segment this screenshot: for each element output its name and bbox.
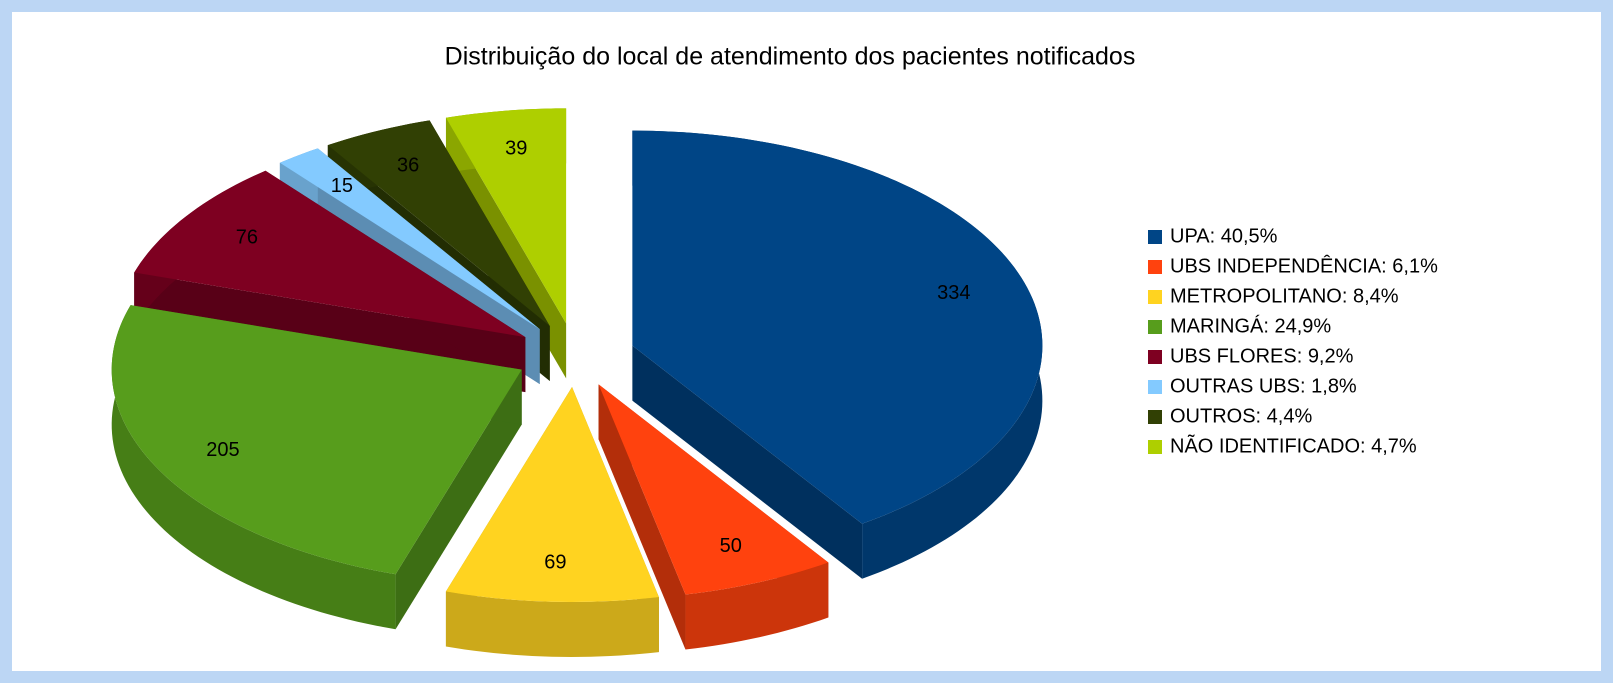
data-label: 69 bbox=[544, 551, 566, 573]
slice bbox=[632, 130, 1043, 524]
data-label: 76 bbox=[236, 227, 258, 249]
slice bbox=[445, 386, 659, 602]
chart-title: Distribuição do local de atendimento dos… bbox=[445, 43, 1136, 71]
slice bbox=[134, 170, 526, 338]
slice bbox=[111, 305, 522, 575]
slice bbox=[598, 384, 829, 595]
data-label: 205 bbox=[206, 439, 239, 461]
data-label: 39 bbox=[505, 137, 527, 159]
legend-label: UBS FLORES: 9,2% bbox=[1170, 345, 1354, 367]
slice bbox=[445, 108, 567, 324]
slice-side bbox=[685, 562, 829, 650]
legend-swatch bbox=[1148, 230, 1162, 244]
data-label: 334 bbox=[937, 282, 970, 304]
slice-side bbox=[111, 305, 396, 630]
legend-swatch bbox=[1148, 290, 1162, 304]
legend-swatch bbox=[1148, 350, 1162, 364]
legend-swatch bbox=[1148, 380, 1162, 394]
data-label: 36 bbox=[397, 154, 419, 176]
slice-wall bbox=[395, 369, 522, 630]
slice bbox=[279, 148, 540, 330]
legend-label: OUTRAS UBS: 1,8% bbox=[1170, 375, 1357, 397]
legend-swatch bbox=[1148, 320, 1162, 334]
legend-label: UPA: 40,5% bbox=[1170, 225, 1278, 247]
slice-wall bbox=[632, 345, 863, 579]
legend-label: MARINGÁ: 24,9% bbox=[1170, 314, 1331, 337]
legend-swatch bbox=[1148, 410, 1162, 424]
slice-wall bbox=[598, 384, 686, 650]
data-label: 15 bbox=[331, 175, 353, 197]
legend-swatch bbox=[1148, 440, 1162, 454]
legend-label: OUTROS: 4,4% bbox=[1170, 405, 1312, 427]
data-label: 50 bbox=[720, 535, 742, 557]
legend-label: METROPOLITANO: 8,4% bbox=[1170, 285, 1399, 307]
legend-swatch bbox=[1148, 260, 1162, 274]
legend-label: UBS INDEPENDÊNCIA: 6,1% bbox=[1170, 254, 1438, 277]
slice-side bbox=[445, 591, 659, 657]
slice bbox=[327, 120, 550, 326]
legend-label: NÃO IDENTIFICADO: 4,7% bbox=[1170, 433, 1417, 457]
